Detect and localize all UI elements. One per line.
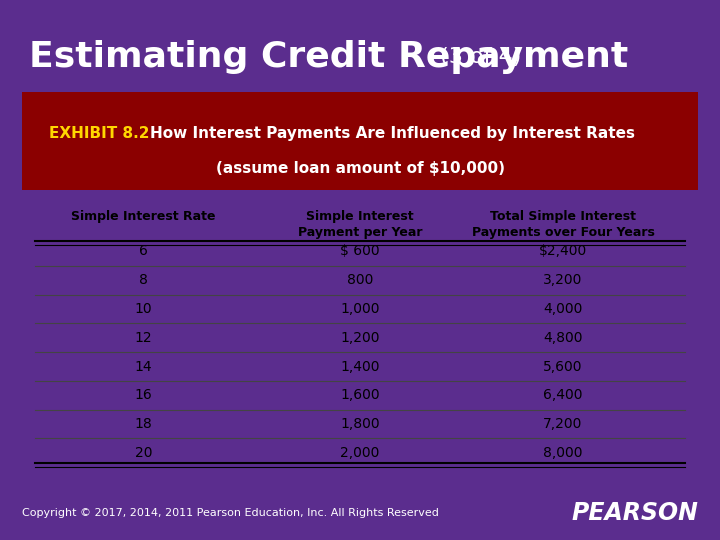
Text: $2,400: $2,400 [539, 245, 588, 259]
Text: $ 600: $ 600 [340, 245, 380, 259]
Text: 4,000: 4,000 [544, 302, 582, 316]
Text: Estimating Credit Repayment: Estimating Credit Repayment [29, 40, 628, 74]
Text: 16: 16 [135, 388, 153, 402]
Text: EXHIBIT 8.2: EXHIBIT 8.2 [49, 126, 154, 141]
Text: 10: 10 [135, 302, 152, 316]
Text: Simple Interest
Payment per Year: Simple Interest Payment per Year [298, 210, 422, 239]
Text: 7,200: 7,200 [544, 417, 582, 431]
Text: 5,600: 5,600 [544, 360, 582, 374]
Text: 8: 8 [139, 273, 148, 287]
Text: 14: 14 [135, 360, 152, 374]
Text: (3 of 4): (3 of 4) [433, 47, 522, 67]
Text: 1,800: 1,800 [340, 417, 380, 431]
Text: 20: 20 [135, 446, 152, 460]
Text: (assume loan amount of $10,000): (assume loan amount of $10,000) [215, 161, 505, 176]
Text: How Interest Payments Are Influenced by Interest Rates: How Interest Payments Are Influenced by … [150, 126, 635, 141]
Text: 2,000: 2,000 [341, 446, 379, 460]
Text: 800: 800 [347, 273, 373, 287]
Text: 12: 12 [135, 331, 152, 345]
Text: 6,400: 6,400 [544, 388, 582, 402]
Text: 3,200: 3,200 [544, 273, 582, 287]
Text: 1,600: 1,600 [340, 388, 380, 402]
FancyBboxPatch shape [22, 92, 698, 191]
Text: Total Simple Interest
Payments over Four Years: Total Simple Interest Payments over Four… [472, 210, 654, 239]
Text: 8,000: 8,000 [544, 446, 582, 460]
Text: Copyright © 2017, 2014, 2011 Pearson Education, Inc. All Rights Reserved: Copyright © 2017, 2014, 2011 Pearson Edu… [22, 508, 438, 518]
Text: 1,200: 1,200 [341, 331, 379, 345]
Text: 1,000: 1,000 [341, 302, 379, 316]
Text: 4,800: 4,800 [544, 331, 582, 345]
Text: 1,400: 1,400 [341, 360, 379, 374]
Text: 18: 18 [135, 417, 153, 431]
Text: Simple Interest Rate: Simple Interest Rate [71, 210, 216, 223]
Text: 6: 6 [139, 245, 148, 259]
Text: PEARSON: PEARSON [572, 501, 698, 525]
